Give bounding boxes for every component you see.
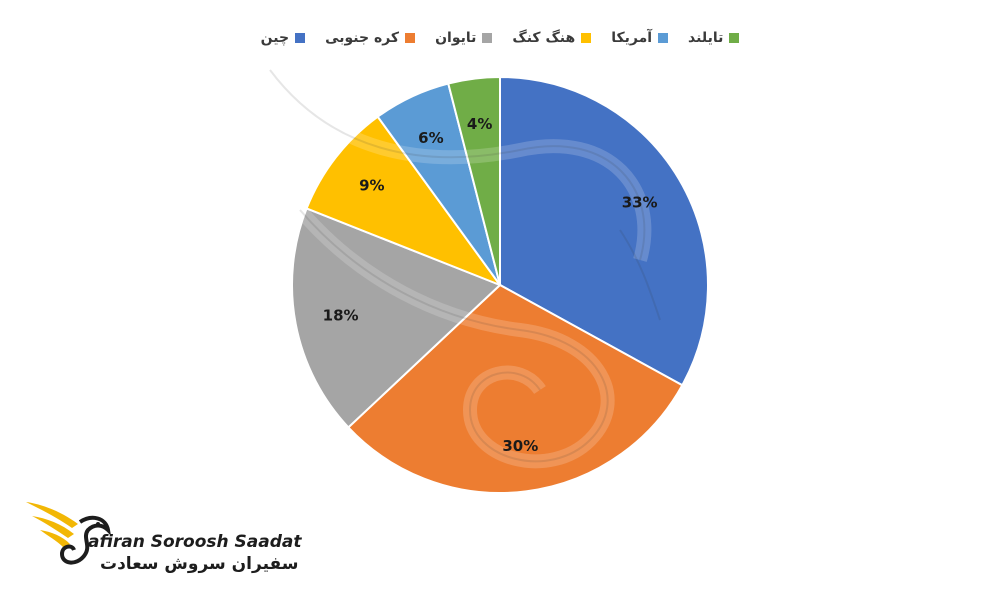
legend-swatch	[482, 33, 493, 43]
legend-item: چین	[260, 30, 306, 46]
pie-slice	[447, 75, 501, 286]
legend-label: تایوان	[435, 30, 477, 46]
bird-logo-icon	[26, 502, 112, 565]
chart-legend: چین کره جنوبی تایوان هنگ کنگ آمریکا تایلند	[0, 30, 1000, 46]
legend-item: تایوان	[435, 30, 493, 46]
legend-item: تایلند	[688, 30, 740, 46]
legend-swatch	[729, 33, 740, 43]
legend-item: هنگ کنگ	[512, 30, 592, 46]
legend-label: کره جنوبی	[325, 30, 400, 46]
legend-label: آمریکا	[611, 30, 653, 46]
legend-label: تایلند	[688, 30, 724, 46]
slice-percent-label: 30%	[502, 437, 538, 455]
pie-slice	[499, 75, 709, 387]
percent-labels: 33% 30% 18% 9% 6% 4%	[323, 115, 658, 455]
legend-swatch	[295, 33, 306, 43]
pie-slice	[346, 283, 684, 494]
slice-percent-label: 4%	[467, 115, 492, 133]
legend-item: آمریکا	[611, 30, 669, 46]
slice-percent-label: 9%	[359, 177, 384, 195]
legend-item: کره جنوبی	[325, 30, 416, 46]
pie-slices	[291, 75, 709, 494]
watermark-swirl-shadow	[269, 69, 661, 463]
pie-slice	[291, 207, 502, 429]
slice-percent-label: 18%	[323, 306, 359, 324]
brand-name-en: afiran Soroosh Saadat	[88, 532, 302, 552]
brand-name-fa: سفیران سروش سعادت	[100, 554, 299, 574]
legend-label: هنگ کنگ	[512, 30, 576, 46]
legend-swatch	[658, 33, 669, 43]
legend-swatch	[405, 33, 416, 43]
legend-swatch	[581, 33, 592, 43]
pie-slice	[305, 115, 503, 288]
watermark-swirl	[264, 65, 652, 469]
brand-logo: afiran Soroosh Saadat سفیران سروش سعادت	[22, 494, 302, 580]
slice-percent-label: 6%	[418, 129, 443, 147]
legend-label: چین	[260, 30, 290, 46]
slice-percent-label: 33%	[622, 193, 658, 211]
